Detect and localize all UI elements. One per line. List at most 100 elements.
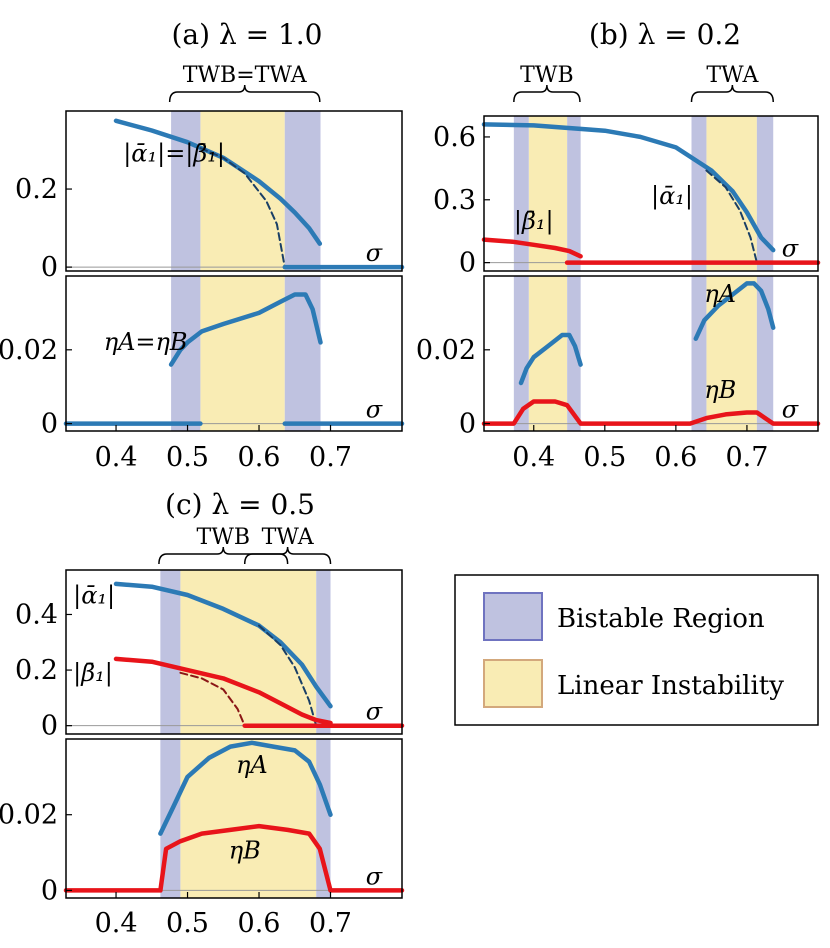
series-b-bottom-0	[518, 332, 583, 386]
title-panel-c: (c) λ = 0.5	[165, 488, 315, 521]
bistable-region-c-top-1	[316, 570, 331, 734]
axes-b-top: 0 0.3 0.6 σ |ᾱ₁| |β̄₁|	[433, 115, 821, 279]
bistable-region-a-top-1	[284, 111, 321, 271]
axes-b-bottom: 0 0.02 σ ηA ηB 0.4 0.5 0.6 0.7	[416, 275, 821, 473]
series-c-bottom-1	[63, 823, 405, 893]
linear-region-b-bottom-0	[528, 276, 568, 431]
axes-frame	[65, 110, 403, 272]
bracket-label-b-0: TWB	[520, 63, 573, 88]
series-b-bottom-1	[693, 281, 776, 341]
annotation-b-bottom-1: ηB	[704, 376, 736, 404]
xtick-label: 0.5	[583, 442, 626, 473]
xlabel-sigma: σ	[366, 239, 383, 267]
bracket-label-b-1: TWA	[706, 63, 759, 88]
annotation-c-top-0: |ᾱ₁|	[73, 581, 115, 610]
ytick-label: 0	[41, 711, 58, 742]
bistable-region-a-bottom-1	[284, 276, 321, 431]
bracket-label-a-0: TWB=TWA	[183, 63, 308, 88]
bracket-label-c-0: TWB	[197, 525, 250, 550]
annotation-a-top-0: |ᾱ₁|=|β̄₁|	[123, 140, 225, 169]
legend: Bistable Region Linear Instability	[454, 574, 819, 726]
ytick-label: 0.02	[0, 800, 58, 831]
linear-region-a-bottom-0	[200, 276, 285, 431]
axes-frame	[65, 738, 403, 899]
xtick-label: 0.5	[166, 442, 209, 473]
annotation-c-bottom-0: ηA	[236, 751, 268, 779]
bracket-b-1	[690, 84, 774, 103]
title-panel-b: (b) λ = 0.2	[589, 18, 741, 51]
bistable-region-b-bottom-0	[513, 276, 529, 431]
bracket-c-1	[243, 546, 332, 565]
series-a-top-1	[199, 147, 286, 269]
ytick-label: 0.2	[15, 174, 58, 205]
bistable-region-c-bottom-1	[316, 739, 331, 898]
bracket-a-0	[168, 84, 321, 103]
linear-region-c-top-0	[180, 570, 317, 734]
title-panel-a: (a) λ = 1.0	[172, 18, 323, 51]
annotation-b-top-1: |β̄₁|	[514, 207, 554, 236]
series-b-top-2	[481, 237, 583, 259]
xtick-label: 0.7	[309, 442, 352, 473]
axes-frame	[483, 275, 819, 432]
ytick-label: 0	[41, 875, 58, 906]
legend-label-linear: Linear Instability	[557, 671, 784, 701]
annotation-c-bottom-1: ηB	[229, 836, 261, 864]
panel-c: TWB TWA 0 0.2 0.4 σ |ᾱ₁| |β̄₁| 0 0.02 σ ηA ηB 0.4 0.5 0…	[0, 525, 405, 939]
axes-a-bottom: 0 0.02 σ ηA=ηB 0.4 0.5 0.6 0.7	[0, 275, 405, 473]
axes-c-bottom: 0 0.02 σ ηA ηB 0.4 0.5 0.6 0.7	[0, 738, 405, 939]
ytick-label: 0.2	[15, 655, 58, 686]
bistable-region-b-top-0	[513, 116, 529, 271]
bistable-region-b-top-3	[756, 116, 774, 271]
ytick-label: 0	[41, 252, 58, 283]
xtick-label: 0.4	[512, 442, 555, 473]
xtick-label: 0.5	[166, 908, 209, 939]
axes-a-top: 0 0.2 σ |ᾱ₁|=|β̄₁|	[15, 110, 405, 283]
bistable-region-a-top-0	[171, 111, 201, 271]
ytick-label: 0	[459, 409, 476, 440]
ytick-label: 0	[459, 248, 476, 279]
series-a-bottom-0	[168, 292, 323, 367]
axes-frame	[65, 275, 403, 432]
series-a-top-0	[113, 118, 323, 246]
bistable-region-b-bottom-2	[691, 276, 707, 431]
series-b-bottom-2	[481, 399, 821, 426]
ytick-label: 0.6	[433, 122, 476, 153]
bracket-b-0	[513, 84, 581, 103]
series-c-top-2	[113, 656, 333, 726]
ytick-label: 0.4	[15, 599, 58, 630]
ytick-label: 0.02	[0, 335, 58, 366]
bracket-label-c-1: TWA	[262, 525, 315, 550]
legend-swatch-linear	[483, 659, 543, 708]
ytick-label: 0.02	[416, 335, 476, 366]
axes-c-top: 0 0.2 0.4 σ |ᾱ₁| |β̄₁|	[15, 569, 405, 742]
legend-label-bistable: Bistable Region	[557, 604, 765, 634]
xtick-label: 0.6	[238, 442, 281, 473]
xtick-label: 0.4	[95, 442, 138, 473]
bistable-region-b-top-1	[567, 116, 581, 271]
axes-frame	[65, 569, 403, 735]
xlabel-sigma: σ	[366, 698, 383, 726]
xlabel-sigma: σ	[366, 862, 383, 890]
bistable-region-b-bottom-1	[567, 276, 581, 431]
bistable-region-b-top-2	[691, 116, 707, 271]
legend-swatch-bistable	[483, 592, 543, 641]
linear-region-b-bottom-1	[706, 276, 757, 431]
series-c-top-3	[179, 671, 246, 727]
xtick-label: 0.6	[654, 442, 697, 473]
annotation-b-bottom-0: ηA	[704, 280, 736, 308]
series-b-top-1	[705, 169, 758, 264]
ytick-label: 0.3	[433, 185, 476, 216]
xtick-label: 0.7	[309, 908, 352, 939]
xlabel-sigma: σ	[782, 396, 799, 424]
xtick-label: 0.4	[95, 908, 138, 939]
xlabel-sigma: σ	[366, 396, 383, 424]
ytick-label: 0	[41, 409, 58, 440]
annotation-c-top-1: |β̄₁|	[73, 659, 113, 688]
annotation-a-bottom-0: ηA=ηB	[104, 328, 188, 356]
bistable-region-c-top-0	[160, 570, 181, 734]
axes-frame	[483, 115, 819, 272]
